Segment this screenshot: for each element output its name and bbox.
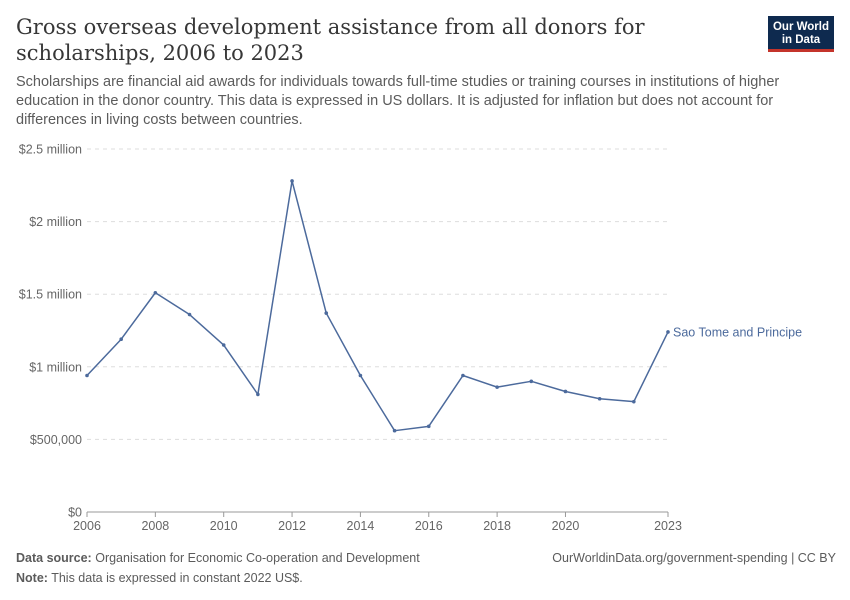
data-point[interactable]	[529, 379, 534, 384]
note-text: This data is expressed in constant 2022 …	[51, 571, 303, 585]
logo-line-2: in Data	[781, 34, 821, 46]
data-point[interactable]	[666, 330, 670, 334]
y-tick-label: $2.5 million	[19, 143, 82, 157]
x-tick-label: 2010	[210, 519, 238, 533]
data-point[interactable]	[187, 312, 192, 317]
data-point[interactable]	[461, 373, 465, 378]
y-tick-label: $500,000	[30, 433, 82, 447]
x-tick-label: 2012	[278, 519, 306, 533]
data-point[interactable]	[426, 424, 431, 429]
data-source-text[interactable]: Organisation for Economic Co-operation a…	[95, 551, 420, 565]
y-tick-label: $0	[68, 506, 82, 520]
source-url[interactable]: OurWorldinData.org/government-spending |…	[552, 551, 836, 565]
chart-footer: Data source: Organisation for Economic C…	[16, 548, 836, 588]
logo-line-1: Our World	[772, 21, 829, 33]
y-tick-label: $2 million	[29, 215, 82, 229]
x-axis: 2006 2008 2010 2012 2014 2016 2018 2020 2023	[73, 511, 682, 533]
grid-lines	[87, 148, 668, 440]
x-tick-label: 2014	[347, 519, 375, 533]
owid-logo[interactable]: Our World in Data	[768, 16, 834, 52]
data-point[interactable]	[221, 343, 226, 347]
data-point[interactable]	[563, 389, 568, 394]
note-label: Note:	[16, 571, 48, 585]
y-tick-label: $1 million	[29, 360, 82, 374]
data-point[interactable]	[153, 290, 158, 295]
data-point[interactable]	[597, 396, 602, 401]
y-tick-labels: $0 $500,000 $1 million $1.5 million $2 milli…	[19, 143, 82, 520]
x-tick-label: 2020	[552, 519, 580, 533]
data-point[interactable]	[256, 392, 260, 397]
data-source-label: Data source:	[16, 551, 92, 565]
x-tick-label: 2016	[415, 519, 443, 533]
x-tick-label: 2023	[654, 519, 682, 533]
data-point[interactable]	[358, 373, 363, 378]
x-tick-label: 2018	[483, 519, 511, 533]
series-line[interactable]	[86, 180, 669, 432]
x-tick-label: 2008	[141, 519, 169, 533]
data-point[interactable]	[495, 385, 499, 389]
data-point[interactable]	[392, 428, 397, 433]
data-point[interactable]	[119, 337, 123, 342]
x-tick-label: 2006	[73, 519, 101, 533]
note-line: Note: This data is expressed in constant…	[16, 568, 836, 588]
y-tick-label: $1.5 million	[19, 288, 82, 302]
data-point[interactable]	[632, 399, 636, 404]
chart-subtitle: Scholarships are financial aid awards fo…	[16, 74, 780, 128]
data-point[interactable]	[290, 179, 294, 183]
series-label[interactable]: Sao Tome and Principe	[673, 325, 802, 339]
data-point[interactable]	[324, 311, 329, 315]
data-source-line: Data source: Organisation for Economic C…	[16, 548, 836, 568]
data-point[interactable]	[85, 373, 89, 378]
series-line-group: Sao Tome and Principe	[85, 179, 802, 433]
chart-title: Gross overseas development assistance fr…	[16, 15, 645, 65]
